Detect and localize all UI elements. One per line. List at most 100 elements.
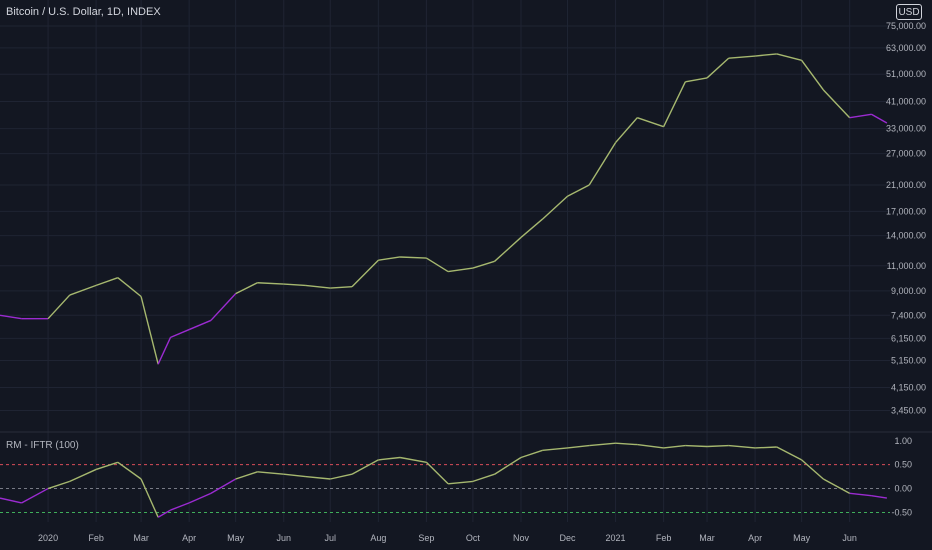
price-line-segment [615,117,638,144]
indicator-tick-label: 0.50 [894,460,912,470]
price-line-segment [662,81,686,128]
price-line-segment [330,286,353,289]
price-tick-label: 27,000.00 [886,149,926,159]
currency-button[interactable]: USD [896,4,922,20]
oscillator-line-segment [728,444,756,449]
indicator-axis[interactable]: -0.50 0.00 0.50 1.00 [891,436,912,518]
oscillator-line-segment [755,446,777,449]
oscillator-line-segment [170,502,190,511]
price-line-segment [95,277,119,287]
price-line-segment [822,89,851,119]
time-tick-label: Dec [559,533,576,543]
time-tick-label: Oct [466,533,481,543]
oscillator-line-segment [47,480,70,490]
oscillator-line-segment [140,478,159,518]
price-series [0,53,888,365]
price-line-segment [378,256,401,261]
price-line-segment [210,293,237,321]
oscillator-line-segment [520,449,543,459]
oscillator-line-segment [69,468,97,483]
time-tick-label: Aug [370,533,386,543]
oscillator-line-segment [257,471,284,475]
price-line-segment [426,257,449,273]
price-line-segment [0,314,22,320]
indicator-tick-label: 1.00 [894,436,912,446]
price-line-segment [47,294,71,320]
time-tick-label: Sep [418,533,434,543]
oscillator-line-segment [0,497,22,504]
price-tick-label: 11,000.00 [887,261,926,271]
indicator-title: RM - IFTR (100) [6,440,79,451]
price-tick-label: 41,000.00 [886,96,926,106]
time-tick-label: Nov [513,533,530,543]
oscillator-line-segment [378,456,401,461]
price-line-segment [849,113,872,119]
oscillator-line-segment [117,461,142,480]
price-line-segment [472,260,495,269]
oscillator-line-segment [871,495,888,499]
oscillator-line-segment [448,480,473,485]
time-tick-label: Feb [656,533,672,543]
time-tick-label: Apr [182,533,196,543]
oscillator-series [0,442,888,518]
oscillator-line-segment [425,461,449,485]
time-tick-label: Jul [325,533,337,543]
oscillator-line-segment [849,492,872,497]
price-line-segment [637,117,664,128]
price-tick-label: 63,000.00 [886,43,926,53]
price-line-segment [283,283,306,287]
oscillator-line-segment [157,509,171,518]
oscillator-line-segment [615,442,638,446]
oscillator-line-segment [776,446,802,461]
oscillator-line-segment [21,487,49,504]
oscillator-line-segment [283,473,306,478]
time-tick-label: 2020 [38,533,58,543]
price-line-segment [69,284,97,296]
price-line-segment [448,267,474,273]
price-line-segment [117,277,142,298]
oscillator-line-segment [235,471,258,480]
indicator-tick-label: -0.50 [891,507,912,517]
price-line-segment [257,282,284,285]
price-line-segment [305,284,331,289]
time-tick-label: Mar [133,533,149,543]
price-line-segment [188,319,212,331]
price-line-segment [235,282,258,295]
price-line-segment [170,328,190,338]
oscillator-line-segment [95,461,119,471]
price-tick-label: 5,150.00 [891,356,926,366]
price-line-segment [706,57,730,79]
oscillator-line-segment [494,456,522,475]
price-axis[interactable]: 3,450.00 4,150.00 5,150.00 6,150.00 7,400.00… [886,21,926,415]
price-tick-label: 17,000.00 [886,206,926,216]
price-line-segment [140,296,159,365]
oscillator-line-segment [542,447,568,452]
price-line-segment [567,184,590,197]
oscillator-line-segment [637,443,664,449]
oscillator-line-segment [707,444,729,448]
price-tick-label: 3,450.00 [891,406,926,416]
time-tick-label: Mar [699,533,715,543]
price-line-segment [157,337,172,365]
oscillator-line-segment [663,444,686,449]
price-line-segment [588,142,617,186]
price-line-segment [494,236,522,262]
price-line-segment [728,55,756,59]
price-tick-label: 14,000.00 [886,231,926,241]
time-tick-label: Jun [276,533,291,543]
price-tick-label: 75,000.00 [886,21,926,31]
indicator-reference-lines [0,464,890,513]
oscillator-line-segment [330,473,353,480]
price-tick-label: 7,400.00 [891,310,926,320]
price-line-segment [801,59,824,91]
oscillator-line-segment [685,444,708,448]
time-tick-label: May [227,533,245,543]
oscillator-line-segment [188,492,212,504]
time-tick-label: Feb [88,533,104,543]
time-axis[interactable]: 2020 Feb Mar Apr May Jun Jul Aug Sep Oct Nov Dec 202… [38,533,857,543]
chart-title: Bitcoin / U.S. Dollar, 1D, INDEX [6,6,161,18]
oscillator-line-segment [210,478,237,494]
indicator-tick-label: 0.00 [894,484,912,494]
price-tick-label: 21,000.00 [886,180,926,190]
